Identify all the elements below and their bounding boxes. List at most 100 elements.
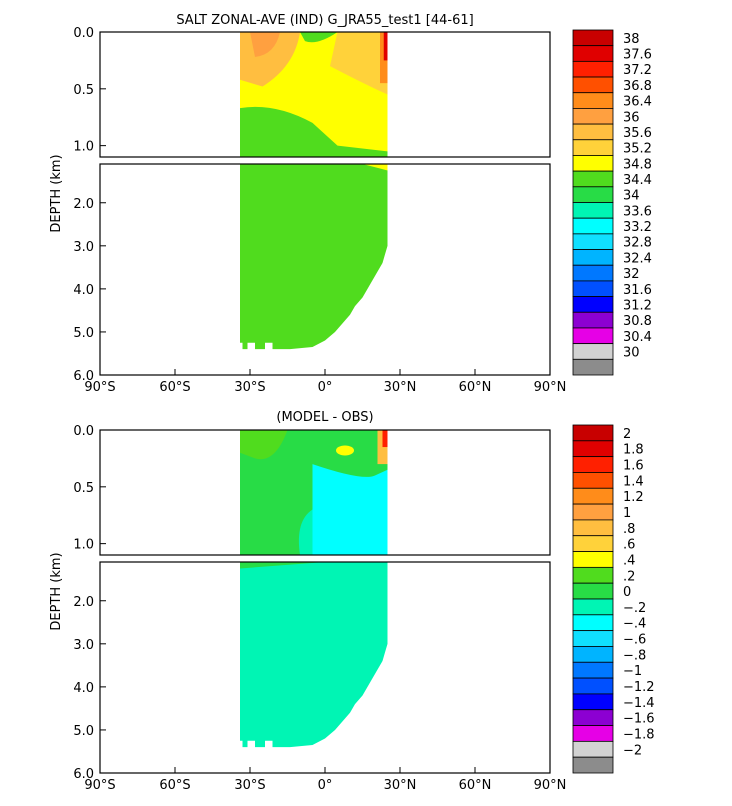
colorbar-swatch [572,108,614,125]
y-tick-label: 1.0 [73,140,94,155]
colorbar-label: 1 [623,506,631,521]
colorbar-label: 36.8 [623,79,652,94]
colorbar-swatch [572,123,614,141]
y-tick-label: 3.0 [73,638,94,653]
colorbar-label: 33.6 [623,204,652,219]
y-tick-label: 0.0 [73,26,94,41]
diff-band-1.6 [382,430,388,448]
colorbar-label: −.2 [623,601,646,616]
colorbar-swatch [572,614,614,632]
chart-panel-2: (MODEL - OBS) DEPTH (km) 0.0 0.5 1.0 2.0 3.0 4.… [49,410,655,793]
x-tick-label: 90°S [84,778,115,793]
colorbar-swatch [572,756,614,774]
colorbar-label: 37.2 [623,63,652,78]
colorbar-label: −.8 [623,648,646,663]
colorbar-label: .2 [623,569,635,584]
colorbar-swatch [572,693,614,711]
colorbar-label: −1.8 [623,727,655,742]
colorbar-swatch [572,186,614,203]
colorbar-label: −1.4 [623,696,655,711]
colorbar-swatch [572,503,614,521]
colorbar: 3837.637.236.836.43635.635.234.834.43433… [572,29,652,376]
colorbar-swatch [572,424,614,442]
colorbar-swatch [572,264,614,282]
colorbar-label: 2 [623,427,631,442]
colorbar-label: 0 [623,585,631,600]
colorbar-label: 30.4 [623,330,652,345]
y-tick-label: 0.0 [73,424,94,439]
salinity-band-35.2 [330,32,388,95]
colorbar-swatch [572,725,614,742]
upper-axes-frame [99,31,551,158]
colorbar-label: 30.8 [623,314,652,329]
y-tick-label: 0.5 [73,83,94,98]
colorbar-swatch [572,76,614,94]
colorbar-swatch [572,535,614,552]
colorbar-label: .4 [623,553,635,568]
y-tick-label: 0.5 [73,481,94,496]
colorbar-swatch [572,551,614,568]
chart-title: (MODEL - OBS) [276,410,373,425]
colorbar-swatch [572,60,614,78]
deep-fill [240,562,388,748]
colorbar: 21.81.61.41.21.8.6.4.20−.2−.4−.6−.8−1−1.… [572,424,655,774]
colorbar-swatch [572,296,614,313]
colorbar-swatch [572,358,614,376]
colorbar-label: 1.6 [623,459,644,474]
colorbar-label: −2 [623,743,642,758]
y-axis-label: DEPTH (km) [49,552,64,630]
colorbar-swatch [572,45,614,62]
x-tick-label: 0° [318,380,333,395]
colorbar-swatch [572,487,614,505]
colorbar-swatch [572,139,614,156]
diff-band-0.2 [240,430,288,460]
colorbar-label: 30 [623,345,640,360]
colorbar-swatch [572,249,614,266]
colorbar-label: 1.8 [623,443,644,458]
colorbar-swatch [572,582,614,600]
y-tick-label: 6.0 [73,369,94,384]
colorbar-label: 34 [623,189,640,204]
colorbar-swatch [572,327,614,345]
colorbar-label: 34.4 [623,173,652,188]
salinity-band-36.0 [250,32,280,57]
colorbar-swatch [572,202,614,219]
colorbar-swatch [572,740,614,758]
colorbar-label: 33.2 [623,220,652,235]
colorbar-label: 38 [623,32,640,47]
colorbar-label: −1.2 [623,680,655,695]
colorbar-swatch [572,233,614,250]
x-tick-label: 90°N [534,380,567,395]
colorbar-label: 36 [623,110,640,125]
x-tick-label: 90°S [84,380,115,395]
colorbar-swatch [572,311,614,329]
colorbar-label: 32.4 [623,251,652,266]
x-tick-label: 60°S [159,380,190,395]
x-tick-label: 60°N [459,778,492,793]
lower-fill [240,562,388,748]
x-tick-label: 0° [318,778,333,793]
x-tick-label: 30°N [384,380,417,395]
y-tick-label: 5.0 [73,724,94,739]
y-tick-label: 5.0 [73,326,94,341]
y-tick-label: 2.0 [73,595,94,610]
salinity-band-34.4 [240,106,388,157]
colorbar-swatch [572,170,614,188]
deep-band-0 [240,562,325,569]
upper-fill [240,32,388,157]
colorbar-swatch [572,217,614,235]
colorbar-label: −1.6 [623,712,655,727]
colorbar-label: 36.4 [623,95,652,110]
colorbar-label: 32 [623,267,640,282]
colorbar-label: 31.6 [623,283,652,298]
colorbar-swatch [572,280,614,297]
diff-band-0.4 [336,445,354,456]
colorbar-swatch [572,472,614,489]
y-tick-label: 4.0 [73,283,94,298]
colorbar-label: 35.6 [623,126,652,141]
colorbar-swatch [572,519,614,537]
colorbar-swatch [572,709,614,726]
colorbar-label: 32.8 [623,236,652,251]
x-tick-label: 60°S [159,778,190,793]
colorbar-label: 35.2 [623,142,652,157]
